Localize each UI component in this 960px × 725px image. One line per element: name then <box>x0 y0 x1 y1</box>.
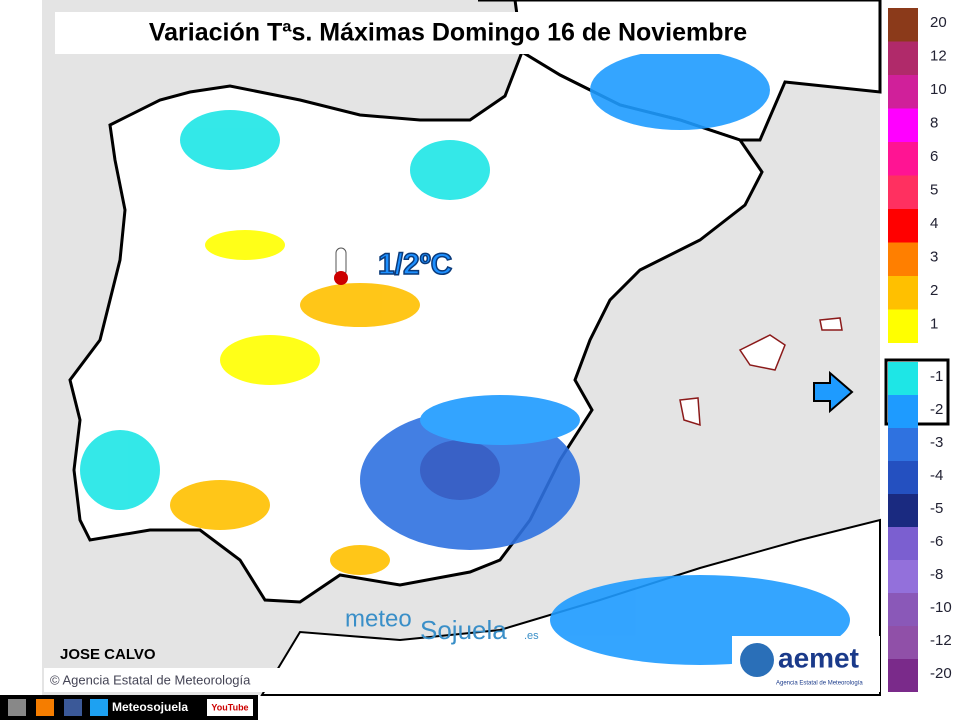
legend-swatch <box>888 461 918 494</box>
youtube-box[interactable] <box>207 699 253 716</box>
legend-swatch <box>888 309 918 343</box>
cold-area <box>80 430 160 510</box>
watermark-part1: meteo <box>345 605 412 632</box>
title: Variación Tªs. Máximas Domingo 16 de Nov… <box>149 19 747 47</box>
legend-label: 10 <box>930 81 947 98</box>
legend-label: -20 <box>930 665 952 682</box>
legend-swatch <box>888 75 918 109</box>
legend-label: 3 <box>930 249 938 266</box>
cold-area <box>180 110 280 170</box>
watermark-part2: Sojuela <box>420 615 507 645</box>
copyright-box <box>44 668 286 692</box>
legend-label: -12 <box>930 632 952 649</box>
logo-subtitle: Agencia Estatal de Meteorología <box>776 681 863 687</box>
legend: 20 12 10 8 6 5 4 3 2 1 -1 -2 -3 -4 -5 -6 -8 -10 -12 -20 <box>888 8 952 692</box>
cold-area <box>420 440 500 500</box>
legend-label: 4 <box>930 215 938 232</box>
legend-swatch <box>888 428 918 461</box>
watermark-part3: .es <box>524 630 539 642</box>
warm-area <box>205 230 285 260</box>
legend-label: -5 <box>930 500 943 517</box>
legend-swatch <box>888 659 918 692</box>
legend-swatch <box>888 276 918 310</box>
legend-swatch <box>888 560 918 593</box>
legend-swatch <box>888 41 918 75</box>
icon-instagram[interactable] <box>8 699 26 716</box>
legend-swatch <box>888 175 918 209</box>
logo-icon <box>740 643 774 677</box>
legend-swatch <box>888 593 918 626</box>
arrow <box>813 370 854 414</box>
title-box <box>55 12 855 54</box>
annotation: 1/2ºC <box>378 248 452 281</box>
legend-swatch <box>888 8 918 42</box>
legend-swatch <box>888 108 918 142</box>
legend-swatch <box>888 142 918 176</box>
warm-area <box>330 545 390 575</box>
legend-label: 1 <box>930 316 938 333</box>
social-name: Meteosojuela <box>112 700 188 714</box>
cold-area <box>590 50 770 130</box>
warm-area <box>170 480 270 530</box>
legend-label: -6 <box>930 533 943 550</box>
icon-facebook[interactable] <box>64 699 82 716</box>
islands <box>679 317 843 427</box>
copyright: © Agencia Estatal de Meteorología <box>50 672 251 687</box>
legend-swatch <box>888 209 918 243</box>
legend-swatch <box>888 242 918 276</box>
legend-label: -1 <box>930 368 943 385</box>
legend-label: 20 <box>930 14 947 31</box>
legend-label: -8 <box>930 566 943 583</box>
logo-name: aemet <box>778 642 859 673</box>
legend-label: -3 <box>930 434 943 451</box>
legend-label: -10 <box>930 599 952 616</box>
legend-swatch <box>888 395 918 428</box>
legend-label: 12 <box>930 48 947 65</box>
youtube-label[interactable]: YouTube <box>211 702 248 712</box>
cold-area <box>420 395 580 445</box>
author: JOSE CALVO <box>60 646 156 663</box>
legend-label: 2 <box>930 282 938 299</box>
legend-label: -4 <box>930 467 943 484</box>
legend-label: 5 <box>930 182 938 199</box>
legend-swatch <box>888 362 918 395</box>
iberia <box>68 49 764 604</box>
cold-area <box>410 140 490 200</box>
legend-label: 8 <box>930 115 938 132</box>
warm-area <box>220 335 320 385</box>
icon-blogger[interactable] <box>36 699 54 716</box>
legend-label: 6 <box>930 148 938 165</box>
icon-twitter[interactable] <box>90 699 108 716</box>
legend-swatch <box>888 527 918 560</box>
legend-swatch <box>888 626 918 659</box>
thermometer-bulb <box>334 271 348 285</box>
legend-swatch <box>888 494 918 527</box>
warm-area <box>300 283 420 327</box>
legend-label: -2 <box>930 401 943 418</box>
